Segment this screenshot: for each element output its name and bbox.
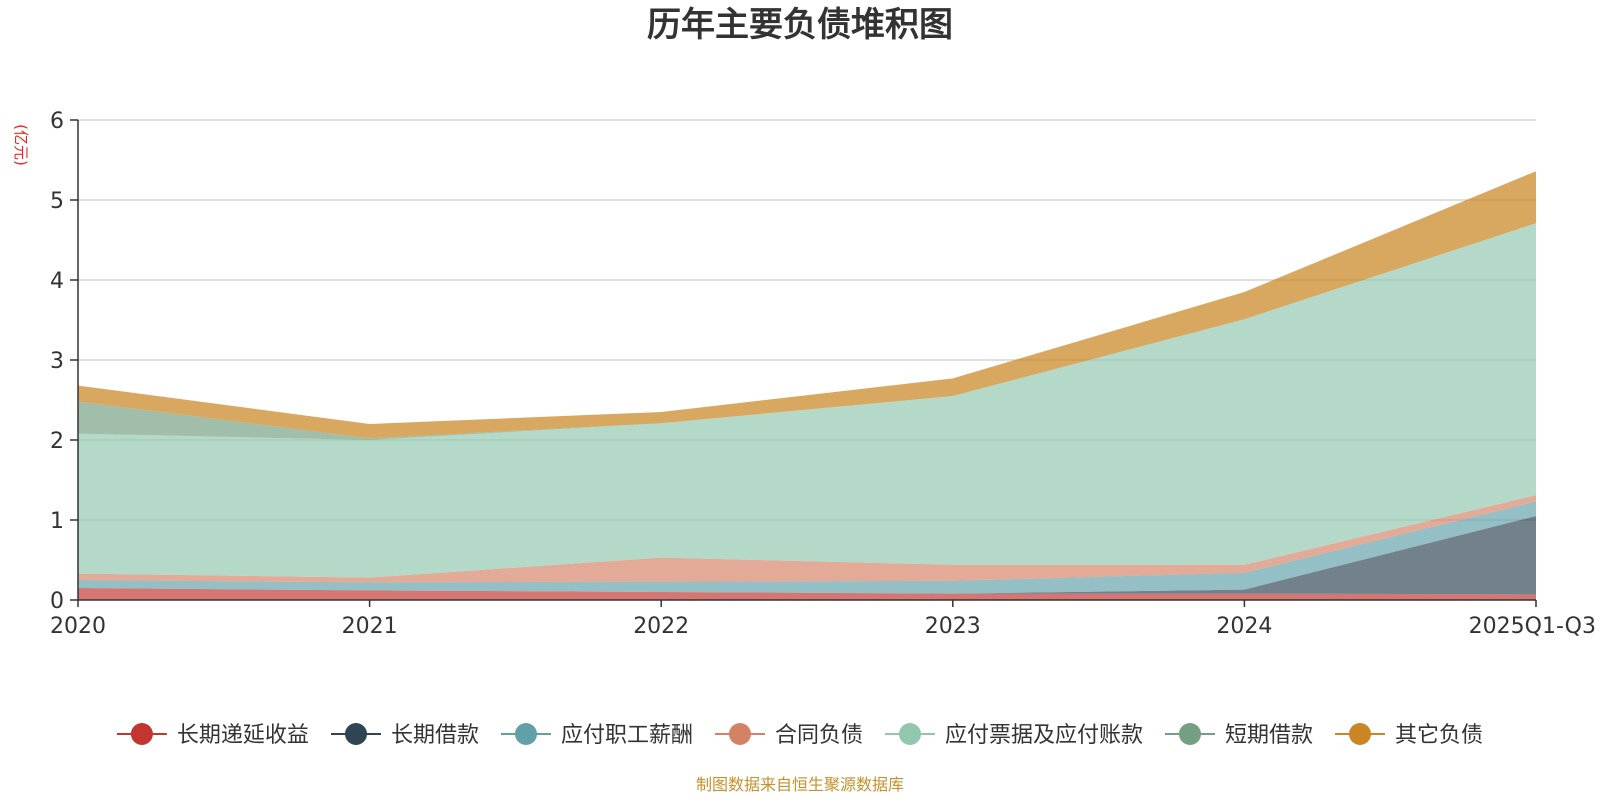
area-5 [78,223,1536,578]
x-tick-label: 2020 [50,614,106,639]
legend-label: 长期借款 [391,723,479,748]
legend-marker [345,723,367,745]
x-tick-label: 2022 [633,614,689,639]
y-axis-unit: (亿元) [12,124,30,166]
y-tick-label: 0 [50,589,64,614]
y-tick-label: 6 [50,109,64,134]
legend-item-7[interactable]: 其它负债 [1335,723,1483,748]
y-tick-label: 4 [50,269,64,294]
legend-item-5[interactable]: 应付票据及应付账款 [885,723,1143,748]
legend-item-4[interactable]: 合同负债 [715,723,863,748]
area-3 [78,501,1536,594]
y-tick-label: 3 [50,349,64,374]
legend-label: 短期借款 [1225,723,1313,748]
area-2 [78,516,1536,595]
y-tick-label: 5 [50,189,64,214]
x-tick-label: 2023 [925,614,981,639]
legend[interactable]: 长期递延收益 长期借款 应付职工薪酬 合同负债 应付票据及应付账款 短期借款 其它负债 [116,723,1483,748]
legend-item-6[interactable]: 短期借款 [1165,723,1313,748]
legend-item-3[interactable]: 应付职工薪酬 [501,723,693,748]
chart-title: 历年主要负债堆积图 [647,5,953,45]
legend-item-2[interactable]: 长期借款 [331,723,479,748]
legend-label: 应付职工薪酬 [561,723,693,748]
x-tick-label: 2021 [342,614,398,639]
area-1 [78,588,1536,600]
axes: 0 1 2 3 4 5 6 2020 2021 2022 2023 2024 2025Q1-Q3 [50,109,1596,639]
legend-item-1[interactable]: 长期递延收益 [116,723,309,748]
area-4 [78,495,1536,583]
y-tick-label: 2 [50,429,64,454]
legend-marker [1179,723,1201,745]
legend-marker [899,723,921,745]
legend-marker [1349,723,1371,745]
legend-label: 合同负债 [775,723,863,748]
x-tick-label: 2024 [1216,614,1272,639]
area-7 [78,171,1536,439]
legend-label: 应付票据及应付账款 [945,723,1143,748]
legend-label: 其它负债 [1395,723,1483,748]
legend-marker [515,723,537,745]
x-tick-label: 2025Q1-Q3 [1469,614,1596,639]
source-note: 制图数据来自恒生聚源数据库 [696,775,904,794]
legend-marker [729,723,751,745]
legend-label: 长期递延收益 [177,723,309,748]
legend-marker [130,723,153,745]
area-series [78,171,1536,600]
y-tick-label: 1 [50,509,64,534]
